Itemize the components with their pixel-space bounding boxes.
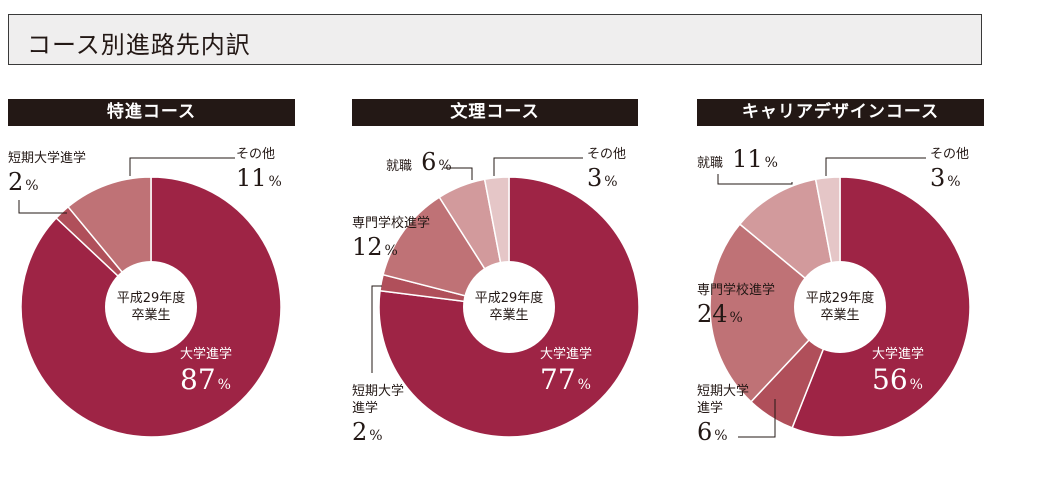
label-c1-other: その他 11% (236, 146, 282, 190)
label-unit: % (384, 243, 398, 259)
label-value: 77 (540, 363, 576, 396)
leader-line-0 (129, 157, 235, 176)
label-c3-junior: 短期大学 進学 6% (697, 383, 749, 444)
page-title: コース別進路先内訳 (27, 31, 251, 59)
chart-header-tokushin: 特進コース (8, 99, 295, 126)
label-name: 専門学校進学 (697, 283, 776, 298)
label-value: 56 (872, 363, 908, 396)
page-title-box: コース別進路先内訳 (8, 14, 982, 65)
center-line1: 平成29年度 (474, 291, 544, 306)
leader-line-1 (18, 200, 67, 214)
label-value: 2 (8, 168, 24, 196)
donut-slice-c3-2 (709, 223, 842, 403)
label-c1-junior: 短期大学進学 2% (8, 150, 86, 194)
center-line2: 卒業生 (131, 308, 171, 323)
label-value: 3 (587, 164, 603, 192)
label-name: 短期大学進学 (8, 151, 87, 166)
label-value: 2 (352, 418, 368, 446)
label-unit: % (909, 377, 923, 393)
center-line1: 平成29年度 (805, 291, 875, 306)
label-name-1: 短期大学 (352, 384, 405, 399)
center-label-2: 平成29年度 卒業生 (464, 290, 554, 324)
label-value: 11 (732, 145, 763, 173)
label-c3-university: 大学進学 56% (872, 346, 924, 394)
center-line1: 平成29年度 (116, 291, 186, 306)
label-unit: % (947, 174, 961, 190)
label-c2-vocational: 専門学校進学 12% (352, 215, 430, 259)
label-name: 就職 (697, 156, 724, 171)
leader-line-5 (825, 157, 926, 176)
label-c2-junior: 短期大学 進学 2% (352, 383, 404, 444)
chart-header-bunri: 文理コース (352, 99, 638, 126)
label-unit: % (577, 377, 591, 393)
label-unit: % (268, 174, 282, 190)
donut-hole-c3 (794, 261, 886, 353)
label-value: 24 (697, 300, 728, 328)
center-label-1: 平成29年度 卒業生 (106, 290, 196, 324)
donut-hole-c1 (105, 261, 197, 353)
label-c2-other: その他 3% (587, 146, 626, 190)
label-value: 3 (930, 164, 946, 192)
label-c2-employment: 就職 6% (386, 150, 452, 175)
label-name-2: 進学 (697, 401, 724, 416)
label-value: 87 (180, 363, 216, 396)
label-name: その他 (930, 147, 970, 162)
label-unit: % (764, 155, 778, 171)
label-name: 大学進学 (540, 347, 593, 362)
center-label-3: 平成29年度 卒業生 (795, 290, 885, 324)
leader-line-4 (371, 285, 382, 373)
label-name: 就職 (386, 159, 413, 174)
label-unit: % (217, 377, 231, 393)
leader-line-3 (444, 167, 473, 180)
center-line2: 卒業生 (489, 308, 529, 323)
label-name: 大学進学 (180, 347, 233, 362)
label-unit: % (604, 174, 618, 190)
donut-hole-c2 (463, 261, 555, 353)
center-line2: 卒業生 (820, 308, 860, 323)
label-c2-university: 大学進学 77% (540, 346, 592, 394)
label-name: 専門学校進学 (352, 216, 431, 231)
label-name: その他 (236, 147, 276, 162)
label-c3-employment: 就職 11% (697, 147, 778, 172)
label-unit: % (438, 158, 452, 174)
label-value: 6 (697, 418, 713, 446)
leader-line-6 (717, 174, 793, 185)
label-name: 大学進学 (872, 347, 925, 362)
label-unit: % (729, 310, 743, 326)
label-c1-university: 大学進学 87% (180, 346, 232, 394)
label-name-1: 短期大学 (697, 384, 750, 399)
leader-line-7 (738, 399, 776, 438)
label-c3-vocational: 専門学校進学 24% (697, 282, 775, 326)
label-value: 11 (236, 164, 267, 192)
label-name-2: 進学 (352, 401, 379, 416)
label-name: その他 (587, 147, 627, 162)
label-value: 6 (421, 148, 437, 176)
label-c3-other: その他 3% (930, 146, 969, 190)
label-unit: % (25, 178, 39, 194)
label-unit: % (369, 428, 383, 444)
label-unit: % (714, 428, 728, 444)
label-value: 12 (352, 233, 383, 261)
leader-line-2 (493, 157, 583, 176)
chart-header-career-design: キャリアデザインコース (697, 99, 984, 126)
